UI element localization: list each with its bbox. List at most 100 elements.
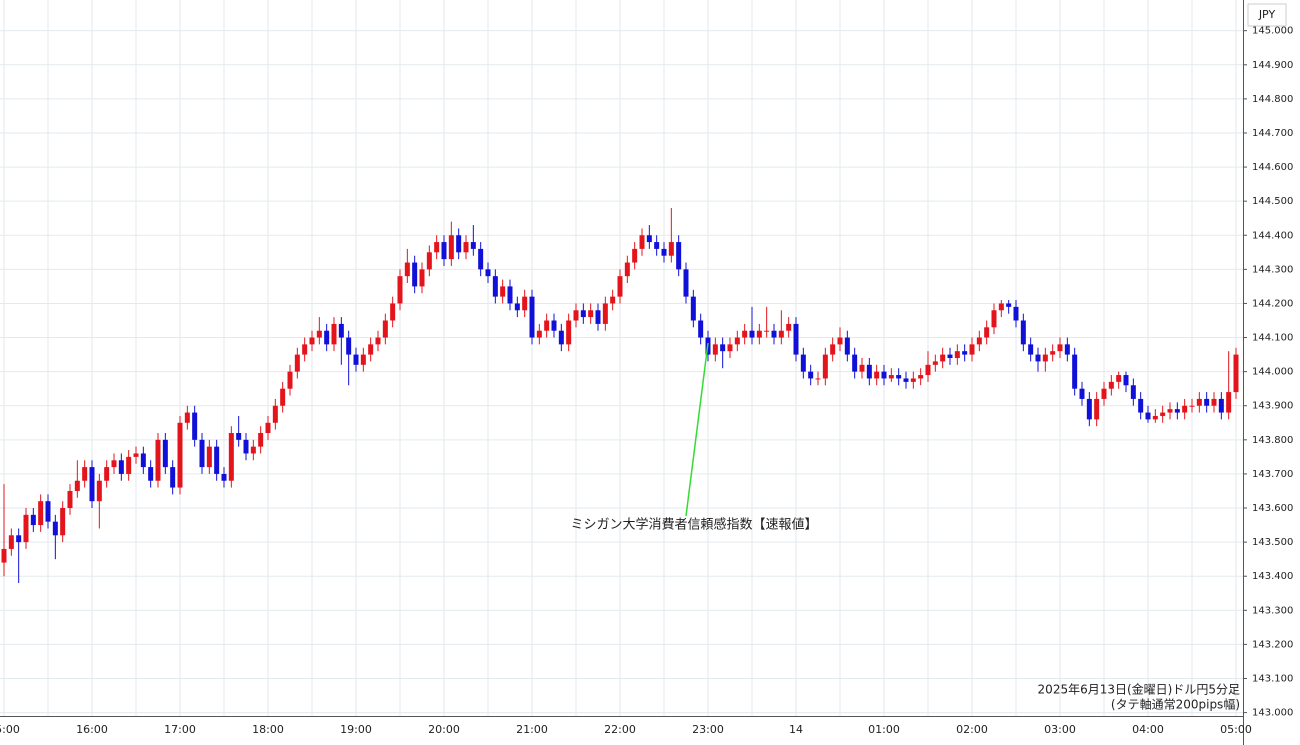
candle-body <box>522 296 528 311</box>
candle-body <box>1211 398 1217 406</box>
candle-body <box>96 480 102 502</box>
candle-body <box>1160 412 1166 416</box>
candle-body <box>925 364 931 376</box>
candle-body <box>228 433 234 481</box>
candle-body <box>412 262 418 287</box>
y-axis-label: JPY <box>1258 8 1276 21</box>
candle-body <box>243 439 249 454</box>
candle-body <box>800 354 806 372</box>
x-tick-label: 01:00 <box>868 723 900 736</box>
candle-body <box>52 521 58 536</box>
candle-body <box>976 337 982 345</box>
y-tick-label: 144.000 <box>1252 367 1293 378</box>
candle-body <box>1064 344 1070 355</box>
candle-body <box>727 344 733 352</box>
candle-body <box>668 242 674 256</box>
axis-label-box <box>1247 3 1287 27</box>
candle-body <box>60 508 66 536</box>
candle-body <box>749 330 755 338</box>
candle-body <box>250 446 256 454</box>
candle-body <box>588 310 594 318</box>
candle-body <box>815 378 821 380</box>
candle-body <box>272 405 278 423</box>
candle-body <box>1042 354 1048 362</box>
candle-body <box>1116 375 1122 382</box>
candle-body <box>1204 398 1210 406</box>
candle-body <box>1123 375 1129 386</box>
candle-body <box>1226 392 1232 413</box>
candle-body <box>786 323 792 331</box>
x-tick-label: 20:00 <box>428 723 460 736</box>
candle-body <box>676 242 682 270</box>
candle-body <box>536 330 542 338</box>
x-tick-label: 04:00 <box>1132 723 1164 736</box>
x-tick-label: 23:00 <box>692 723 724 736</box>
candle-body <box>888 375 894 379</box>
candle-body <box>280 388 286 406</box>
candles <box>1 207 1239 584</box>
candle-body <box>822 354 828 379</box>
y-tick-label: 143.500 <box>1252 537 1293 548</box>
candle-body <box>551 320 557 331</box>
annotation-line <box>685 342 709 517</box>
candle-body <box>1130 385 1136 399</box>
candle-body <box>309 337 315 345</box>
y-tick-label: 144.900 <box>1252 60 1293 71</box>
candle-body <box>962 351 968 355</box>
candle-body <box>742 330 748 338</box>
annotation: ミシガン大学消費者信頼感指数【速報値】 <box>570 517 817 533</box>
candle-body <box>969 344 975 355</box>
candle-body <box>507 286 513 304</box>
candle-body <box>133 453 139 457</box>
candle-body <box>470 242 476 249</box>
x-tick-label: 02:00 <box>956 723 988 736</box>
y-tick-label: 144.400 <box>1252 230 1293 241</box>
candle-body <box>661 248 667 256</box>
candle-body <box>595 310 601 324</box>
candle-body <box>1 548 7 563</box>
y-tick-label: 144.100 <box>1252 333 1293 344</box>
candle-body <box>30 514 36 526</box>
candle-body <box>419 269 425 287</box>
candle-body <box>206 446 212 468</box>
candle-body <box>771 330 777 338</box>
candle-body <box>199 439 205 468</box>
x-tick-label: 17:00 <box>164 723 196 736</box>
candle-body <box>38 501 44 526</box>
x-tick-label: 14 <box>789 723 803 736</box>
candle-body <box>324 330 330 345</box>
candle-body <box>1057 344 1063 352</box>
candle-body <box>1079 388 1085 399</box>
candle-body <box>492 276 498 297</box>
candle-body <box>844 337 850 355</box>
candle-body <box>375 337 381 345</box>
candle-body <box>544 320 550 331</box>
candle-body <box>1138 398 1144 413</box>
candle-body <box>390 303 396 321</box>
candle-body <box>1006 303 1012 307</box>
candle-body <box>338 323 344 338</box>
candle-body <box>74 480 80 491</box>
candle-body <box>1035 354 1041 362</box>
candle-body <box>1108 381 1114 389</box>
candle-body <box>580 310 586 318</box>
candle-body <box>698 320 704 338</box>
candle-body <box>1174 409 1180 413</box>
candle-body <box>1028 344 1034 355</box>
candle-body <box>1101 388 1107 399</box>
y-tick-label: 143.000 <box>1252 708 1293 719</box>
candle-body <box>118 460 124 474</box>
candle-body <box>331 323 337 345</box>
candle-body <box>23 514 29 543</box>
candle-body <box>16 535 22 543</box>
candle-body <box>602 303 608 324</box>
y-tick-label: 144.800 <box>1252 94 1293 105</box>
candle-body <box>155 439 161 481</box>
candle-body <box>140 453 146 468</box>
candle-body <box>104 467 110 481</box>
candle-body <box>918 375 924 379</box>
candle-body <box>932 361 938 365</box>
candle-body <box>639 235 645 249</box>
